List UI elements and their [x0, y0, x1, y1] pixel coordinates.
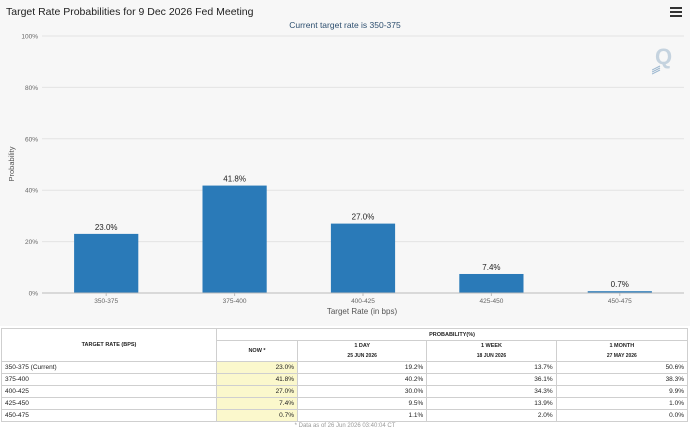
y-axis-ticks: 0% 20% 40% 60% 80% 100%: [21, 34, 38, 298]
table-row: 375-400 41.8% 40.2% 36.1% 38.3%: [1, 373, 689, 386]
one-week-cell: 36.1%: [426, 373, 557, 386]
chart-panel: Target Rate Probabilities for 9 Dec 2026…: [6, 6, 684, 316]
now-cell: 41.8%: [216, 373, 298, 386]
bar-350-375[interactable]: [74, 233, 139, 293]
one-month-cell: 38.3%: [555, 373, 689, 386]
chart-title: Target Rate Probabilities for 9 Dec 2026…: [6, 6, 254, 18]
rate-cell: 400-425: [1, 385, 217, 398]
one-month-cell: 50.6%: [555, 361, 689, 374]
table-row: 450-475 0.7% 1.1% 2.0% 0.0%: [1, 409, 689, 422]
probability-table: TARGET RATE (BPS) PROBABILITY(%) NOW * 1…: [1, 328, 689, 422]
data-label: 27.0%: [352, 213, 375, 222]
col-header-now: NOW *: [216, 340, 298, 362]
table-row: 350-375 (Current) 23.0% 19.2% 13.7% 50.6…: [1, 361, 689, 374]
bar-375-400[interactable]: [202, 185, 267, 293]
chart-subtitle: Current target rate is 350-375: [289, 20, 401, 30]
x-tick-label: 350-375: [94, 298, 118, 305]
y-tick-label: 40%: [25, 188, 38, 195]
rate-cell: 425-450: [1, 397, 217, 410]
now-cell: 27.0%: [216, 385, 298, 398]
y-tick-label: 100%: [21, 34, 38, 41]
data-label: 23.0%: [95, 223, 118, 232]
now-cell: 23.0%: [216, 361, 298, 374]
x-tick-label: 400-425: [351, 298, 375, 305]
rate-cell: 450-475: [1, 409, 217, 422]
data-label: 7.4%: [482, 263, 500, 272]
target-rate-header: TARGET RATE (BPS): [1, 328, 217, 362]
bars: 23.0% 41.8% 27.0% 7.4% 0.7%: [74, 175, 652, 293]
now-cell: 7.4%: [216, 397, 298, 410]
data-label: 41.8%: [223, 175, 246, 184]
x-axis-ticks: 350-375 375-400 400-425 425-450 450-475: [94, 293, 632, 305]
y-tick-label: 80%: [25, 85, 38, 92]
one-day-cell: 30.0%: [296, 385, 428, 398]
y-axis-label: Probability: [7, 146, 16, 181]
col-header-1week: 1 WEEK 18 JUN 2026: [426, 340, 557, 362]
one-day-cell: 19.2%: [296, 361, 428, 374]
col-header-1day: 1 DAY 25 JUN 2026: [296, 340, 428, 362]
grid-lines: [42, 35, 684, 243]
one-day-cell: 9.5%: [296, 397, 428, 410]
one-month-cell: 1.0%: [555, 397, 689, 410]
one-day-cell: 1.1%: [296, 409, 428, 422]
data-timestamp-note: * Data as of 26 Jun 2026 03:40:04 CT: [294, 423, 396, 429]
hamburger-menu-icon[interactable]: [670, 7, 682, 19]
rate-cell: 375-400: [1, 373, 217, 386]
now-cell: 0.7%: [216, 409, 298, 422]
y-tick-label: 60%: [25, 136, 38, 143]
one-month-cell: 9.9%: [555, 385, 689, 398]
bar-chart: Target Rate Probabilities for 9 Dec 2026…: [6, 6, 684, 316]
bar-400-425[interactable]: [330, 223, 396, 293]
one-week-cell: 2.0%: [426, 409, 557, 422]
y-tick-label: 20%: [25, 239, 38, 246]
rate-cell: 350-375 (Current): [1, 361, 217, 374]
one-month-cell: 0.0%: [555, 409, 689, 422]
probability-header: PROBABILITY(%): [216, 328, 688, 341]
one-week-cell: 13.9%: [426, 397, 557, 410]
table-row: 425-450 7.4% 9.5% 13.9% 1.0%: [1, 397, 689, 410]
x-tick-label: 450-475: [608, 298, 632, 305]
table-row: 400-425 27.0% 30.0% 34.3% 9.9%: [1, 385, 689, 398]
x-tick-label: 375-400: [223, 298, 247, 305]
bar-450-475[interactable]: [587, 291, 652, 293]
one-day-cell: 40.2%: [296, 373, 428, 386]
one-week-cell: 34.3%: [426, 385, 557, 398]
svg-text:Q: Q: [655, 44, 672, 69]
data-label: 0.7%: [611, 280, 629, 289]
col-header-1month: 1 MONTH 27 MAY 2026: [555, 340, 689, 362]
one-week-cell: 13.7%: [426, 361, 557, 374]
bar-425-450[interactable]: [459, 273, 524, 293]
x-tick-label: 425-450: [479, 298, 503, 305]
y-tick-label: 0%: [29, 291, 39, 298]
x-axis-label: Target Rate (in bps): [327, 307, 398, 316]
probability-table-panel: TARGET RATE (BPS) PROBABILITY(%) NOW * 1…: [0, 328, 690, 430]
quikstrike-q-logo: Q: [652, 44, 672, 75]
